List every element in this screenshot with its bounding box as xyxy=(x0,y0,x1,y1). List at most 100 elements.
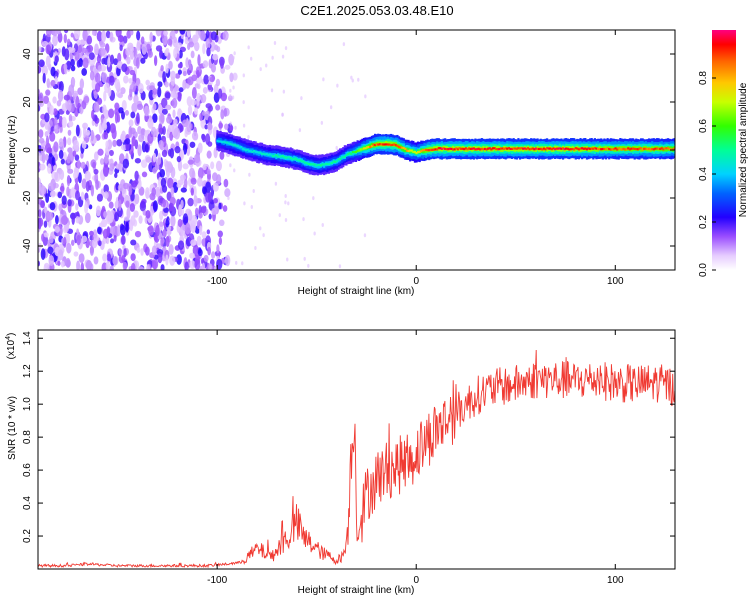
ridge-cell xyxy=(461,147,464,150)
snr-y-tick-label: 0.6 xyxy=(22,463,33,477)
noise-blob xyxy=(92,229,98,239)
noise-blob xyxy=(40,200,45,209)
noise-blob xyxy=(193,195,198,207)
ridge-cell xyxy=(652,148,655,151)
spectrogram-y-tick-label: -20 xyxy=(22,190,33,205)
noise-blob xyxy=(63,236,67,248)
ridge-cell xyxy=(432,148,436,151)
noise-blob xyxy=(284,200,287,205)
ridge-cell xyxy=(456,148,460,151)
ridge-cell xyxy=(609,148,612,151)
noise-blob xyxy=(121,99,127,111)
figure-title: C2E1.2025.053.03.48.E10 xyxy=(300,3,453,18)
ridge-cell xyxy=(323,163,326,166)
noise-blob xyxy=(228,53,235,66)
noise-blob xyxy=(274,181,278,186)
ridge-cell xyxy=(292,155,295,161)
noise-blob xyxy=(140,248,144,256)
noise-blob xyxy=(164,81,169,88)
noise-blob xyxy=(61,116,67,129)
ridge-cell xyxy=(377,143,380,146)
ridge-cell xyxy=(375,143,378,146)
noise-blob xyxy=(67,168,74,174)
noise-blob xyxy=(147,117,154,129)
noise-blob xyxy=(302,217,305,222)
noise-blob xyxy=(79,106,84,115)
noise-blob xyxy=(66,175,71,187)
noise-blob xyxy=(68,120,74,128)
colorbar-tick-label: 0.0 xyxy=(698,263,709,277)
noise-scatter xyxy=(38,30,367,270)
noise-blob xyxy=(81,178,87,190)
noise-blob xyxy=(107,87,112,97)
ridge-cell xyxy=(262,152,265,156)
ridge-cell xyxy=(324,162,327,165)
noise-blob xyxy=(223,178,229,188)
ridge-cell xyxy=(452,145,455,151)
noise-blob xyxy=(218,202,222,210)
noise-blob xyxy=(58,203,63,212)
noise-blob xyxy=(148,225,155,236)
noise-blob xyxy=(102,104,107,115)
noise-blob xyxy=(259,67,262,72)
noise-blob xyxy=(125,200,130,208)
noise-blob xyxy=(182,70,187,77)
ridge-cell xyxy=(229,142,232,145)
noise-blob xyxy=(298,128,302,133)
ridge-cell xyxy=(351,150,354,154)
ridge-cell xyxy=(369,145,372,149)
noise-blob xyxy=(84,170,91,181)
noise-blob xyxy=(242,123,246,128)
noise-blob xyxy=(67,99,72,112)
snr-y-tick-label: 0.4 xyxy=(22,496,33,510)
ridge-cell xyxy=(338,158,342,161)
ridge-cell xyxy=(331,161,334,165)
noise-blob xyxy=(159,221,164,227)
ridge-cell xyxy=(536,147,539,151)
ridge-cell xyxy=(504,147,507,150)
noise-blob xyxy=(81,68,88,76)
colorbar-gradient xyxy=(712,30,736,270)
noise-blob xyxy=(93,90,98,99)
spectrogram-y-tick-label: 20 xyxy=(22,96,33,108)
noise-blob xyxy=(202,86,208,94)
ridge-cell xyxy=(364,147,367,150)
ridge-cell xyxy=(667,147,670,150)
noise-blob xyxy=(213,92,220,103)
noise-blob xyxy=(82,57,89,69)
ridge-cell xyxy=(396,144,399,147)
noise-blob xyxy=(81,140,87,149)
ridge-cell xyxy=(452,148,455,151)
noise-blob xyxy=(158,112,165,125)
ridge-cell xyxy=(485,148,488,151)
noise-blob xyxy=(68,114,73,123)
ridge-cell xyxy=(275,154,278,159)
ridge-cell xyxy=(577,148,581,151)
noise-blob xyxy=(157,253,163,264)
noise-blob xyxy=(44,131,49,138)
ridge-cell xyxy=(525,147,528,151)
noise-blob xyxy=(99,41,106,48)
snr-y-tick-label: 0.8 xyxy=(22,430,33,444)
ridge-cell xyxy=(409,149,412,152)
noise-blob xyxy=(76,234,81,246)
ridge-cell xyxy=(477,147,480,150)
noise-blob xyxy=(190,187,194,196)
noise-blob xyxy=(41,152,46,164)
noise-blob xyxy=(223,108,228,117)
noise-blob xyxy=(53,164,57,172)
noise-blob xyxy=(213,83,219,95)
ridge-cell xyxy=(289,157,292,160)
noise-blob xyxy=(72,171,78,179)
ridge-cell xyxy=(248,149,251,153)
noise-blob xyxy=(106,237,110,245)
ridge-cell xyxy=(523,147,526,150)
noise-blob xyxy=(214,44,219,51)
noise-blob xyxy=(139,201,147,212)
noise-blob xyxy=(103,131,109,140)
colorbar-label: Normalized spectral amplitude xyxy=(738,82,749,217)
ridge-cell xyxy=(644,147,647,150)
ridge-cell xyxy=(276,155,280,158)
noise-blob xyxy=(91,239,98,249)
ridge-cell xyxy=(460,147,463,150)
